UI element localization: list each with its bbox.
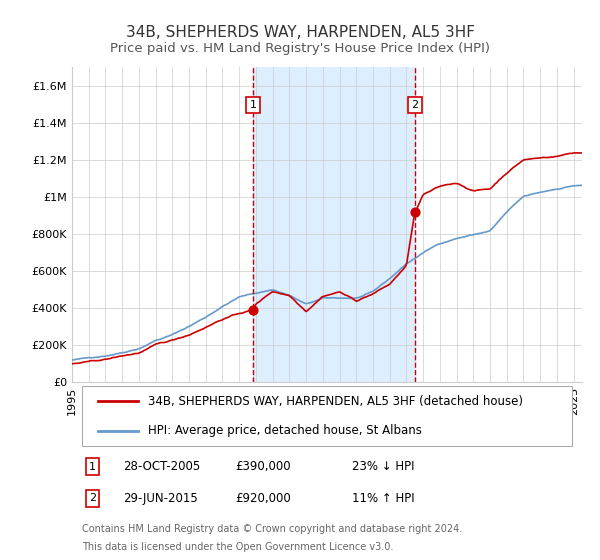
Text: Contains HM Land Registry data © Crown copyright and database right 2024.: Contains HM Land Registry data © Crown c… [82, 524, 463, 534]
Text: 28-OCT-2005: 28-OCT-2005 [123, 460, 200, 473]
Text: £920,000: £920,000 [235, 492, 291, 505]
Text: 1: 1 [250, 100, 256, 110]
Text: 29-JUN-2015: 29-JUN-2015 [123, 492, 198, 505]
Text: 34B, SHEPHERDS WAY, HARPENDEN, AL5 3HF (detached house): 34B, SHEPHERDS WAY, HARPENDEN, AL5 3HF (… [149, 395, 523, 408]
FancyBboxPatch shape [82, 386, 572, 446]
Text: 1: 1 [89, 461, 96, 472]
Text: Price paid vs. HM Land Registry's House Price Index (HPI): Price paid vs. HM Land Registry's House … [110, 42, 490, 55]
Text: 2: 2 [411, 100, 418, 110]
Text: 2: 2 [89, 493, 96, 503]
Text: 34B, SHEPHERDS WAY, HARPENDEN, AL5 3HF: 34B, SHEPHERDS WAY, HARPENDEN, AL5 3HF [125, 25, 475, 40]
Bar [253, 67, 415, 382]
Text: £390,000: £390,000 [235, 460, 291, 473]
Text: 11% ↑ HPI: 11% ↑ HPI [353, 492, 415, 505]
Text: 23% ↓ HPI: 23% ↓ HPI [353, 460, 415, 473]
Point [410, 207, 419, 216]
Text: This data is licensed under the Open Government Licence v3.0.: This data is licensed under the Open Gov… [82, 543, 394, 553]
Point [248, 306, 258, 315]
Text: HPI: Average price, detached house, St Albans: HPI: Average price, detached house, St A… [149, 424, 422, 437]
